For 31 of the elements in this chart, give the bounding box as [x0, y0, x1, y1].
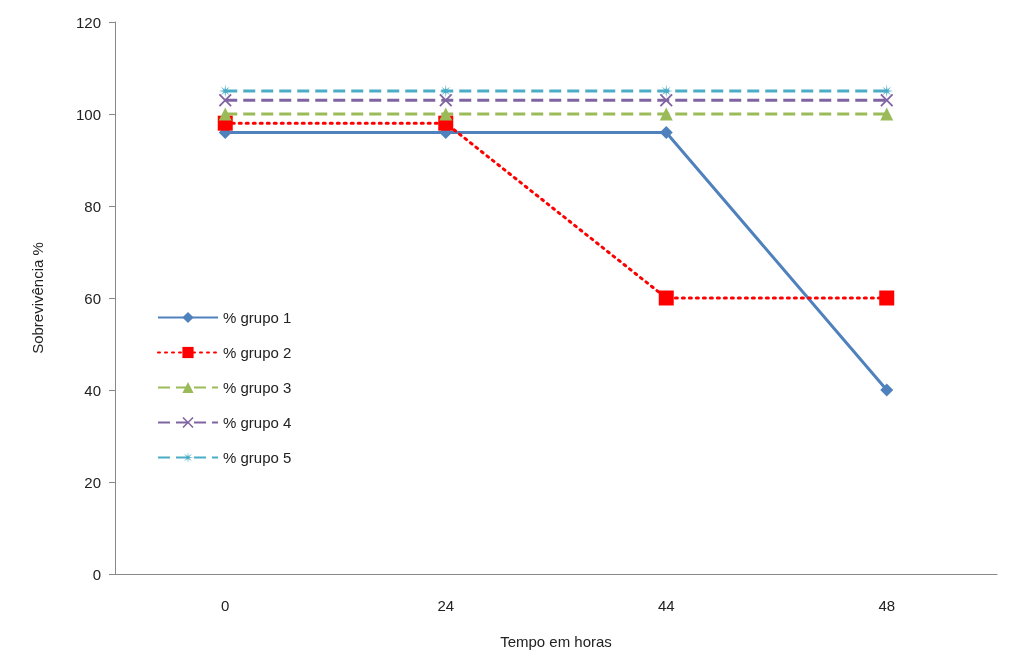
- point: [439, 107, 453, 121]
- legend-label: % grupo 3: [223, 379, 292, 396]
- y-tick-label: 40: [84, 381, 101, 399]
- legend-label: % grupo 4: [223, 414, 292, 431]
- y-tick-label: 100: [75, 105, 101, 123]
- x-tick-label: 48: [878, 597, 896, 614]
- point: [658, 290, 674, 306]
- x-tick-label: 0: [221, 597, 230, 614]
- legend-label: % grupo 5: [223, 449, 292, 466]
- point: [880, 107, 894, 121]
- x-axis-title: Tempo em horas: [500, 633, 612, 650]
- point: [439, 93, 453, 107]
- point: [659, 107, 673, 121]
- point: [659, 125, 673, 139]
- point: [659, 93, 673, 107]
- point: [879, 290, 895, 306]
- point: [218, 84, 232, 98]
- y-axis-title: Sobrevivência %: [29, 242, 46, 354]
- y-tick-label: 60: [84, 289, 101, 307]
- point: [880, 383, 894, 397]
- y-tick-label: 80: [84, 197, 101, 215]
- y-tick-label: 20: [84, 473, 101, 491]
- x-tick-label: 24: [437, 597, 455, 614]
- y-tick-label: 120: [75, 13, 101, 31]
- legend-label: % grupo 2: [223, 344, 292, 361]
- point: [880, 93, 894, 107]
- legend-label: % grupo 1: [223, 309, 292, 326]
- y-tick-label: 0: [92, 565, 101, 583]
- point: [218, 107, 232, 121]
- x-tick-label: 44: [657, 597, 675, 614]
- point: [218, 93, 232, 107]
